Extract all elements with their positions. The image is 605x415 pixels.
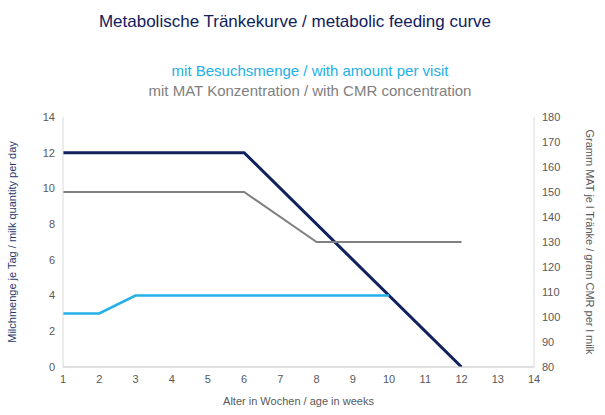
svg-text:90: 90 [542,336,554,348]
svg-text:1: 1 [60,373,66,385]
html-text:Metabolische Tränkekurve / met: Metabolische Tränkekurve / metabolic fee… [98,12,492,31]
svg-text:11: 11 [420,373,431,385]
svg-text:4: 4 [49,289,55,301]
svg-text:14: 14 [43,111,55,123]
svg-text:3: 3 [132,373,138,385]
svg-text:140: 140 [542,211,560,223]
svg-text:10: 10 [383,373,395,385]
svg-text:10: 10 [43,182,55,194]
svg-text:150: 150 [542,186,560,198]
svg-text:110: 110 [542,286,560,298]
svg-text:4: 4 [169,373,175,385]
svg-text:2: 2 [96,373,102,385]
svg-text:13: 13 [492,373,504,385]
html-text:mit MAT Konzentration / with C: mit MAT Konzentration / with CMR concent… [148,82,472,99]
svg-text:Alter in Wochen / age in weeks: Alter in Wochen / age in weeks [223,395,374,407]
svg-text:100: 100 [542,311,560,323]
svg-text:5: 5 [205,373,211,385]
svg-text:9: 9 [350,373,356,385]
html-text:mit Besuchsmenge / with amount: mit Besuchsmenge / with amount per visit [171,62,449,79]
svg-text:8: 8 [49,218,55,230]
svg-text:Gramm MAT je l Tränke / gram C: Gramm MAT je l Tränke / gram CMR per l m… [584,129,596,355]
svg-text:6: 6 [49,254,55,266]
svg-text:14: 14 [528,373,540,385]
svg-text:80: 80 [542,361,554,373]
svg-text:120: 120 [542,261,560,273]
svg-text:8: 8 [314,373,320,385]
svg-text:12: 12 [43,147,55,159]
svg-text:7: 7 [277,373,283,385]
svg-text:12: 12 [455,373,467,385]
svg-text:130: 130 [542,236,560,248]
svg-text:170: 170 [542,136,560,148]
svg-text:160: 160 [542,161,560,173]
svg-text:Milchmenge je Tag / milk quant: Milchmenge je Tag / milk quantity per da… [8,141,18,343]
svg-text:0: 0 [49,361,55,373]
svg-text:2: 2 [49,325,55,337]
svg-text:180: 180 [542,111,560,123]
svg-text:6: 6 [241,373,247,385]
